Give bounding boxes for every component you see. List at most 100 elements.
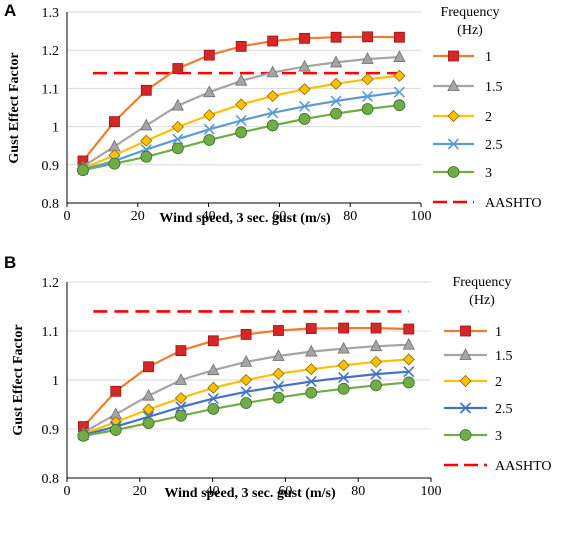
legend-swatch-marker xyxy=(460,325,471,337)
x-tick-label: 0 xyxy=(64,209,71,224)
legend-swatch-marker xyxy=(459,429,472,441)
legend-swatch-marker xyxy=(459,374,472,388)
data-point-marker xyxy=(203,123,215,135)
data-point-marker xyxy=(109,424,122,436)
data-point-marker xyxy=(140,118,153,131)
legend-item-aashto: AASHTO xyxy=(444,459,552,474)
data-point-marker xyxy=(337,341,350,354)
data-point-marker xyxy=(361,52,374,64)
data-point-marker xyxy=(235,40,247,52)
data-point-marker xyxy=(299,32,310,44)
series-2-5-hz xyxy=(77,366,415,441)
data-point-marker xyxy=(235,73,248,86)
data-point-marker xyxy=(174,373,188,385)
series-1-hz xyxy=(77,31,405,167)
legend-swatch-marker xyxy=(459,348,472,360)
legend-title-units: (Hz) xyxy=(457,23,483,38)
data-point-marker xyxy=(207,335,219,347)
data-point-marker xyxy=(330,95,342,107)
panel-label: A xyxy=(4,1,16,20)
data-point-marker xyxy=(109,116,120,128)
data-point-marker xyxy=(235,114,247,127)
y-tick-label: 1.3 xyxy=(42,6,60,21)
x-tick-label: 60 xyxy=(272,209,286,224)
y-tick-label: 1 xyxy=(52,374,59,389)
data-point-marker xyxy=(272,380,285,392)
data-point-marker xyxy=(403,323,415,335)
data-point-marker xyxy=(266,89,279,103)
x-tick-label: 60 xyxy=(278,484,292,499)
data-point-marker xyxy=(370,368,382,380)
x-tick-label: 100 xyxy=(411,209,432,224)
legend-label: 3 xyxy=(485,166,492,181)
data-point-marker xyxy=(402,376,415,389)
data-point-marker xyxy=(267,107,279,119)
data-point-marker xyxy=(305,344,318,357)
data-point-marker xyxy=(369,355,383,368)
data-point-marker xyxy=(203,109,216,122)
data-point-marker xyxy=(77,429,90,442)
data-point-marker xyxy=(337,359,350,372)
series-3-hz xyxy=(77,99,406,177)
data-point-marker xyxy=(235,126,248,139)
data-point-marker xyxy=(361,73,374,86)
data-point-marker xyxy=(305,386,318,399)
data-point-marker xyxy=(298,100,311,112)
data-point-marker xyxy=(207,381,220,394)
x-tick-label: 40 xyxy=(202,209,216,224)
y-tick-label: 0.9 xyxy=(42,159,60,174)
data-point-marker xyxy=(305,323,317,334)
x-axis-title: Wind speed, 3 sec. gust (m/s) xyxy=(164,486,336,501)
legend-item: 3 xyxy=(433,166,492,181)
data-point-marker xyxy=(393,69,406,82)
x-tick-label: 40 xyxy=(206,484,220,499)
data-point-marker xyxy=(402,337,415,350)
y-tick-label: 1.1 xyxy=(42,325,60,340)
legend-label: 3 xyxy=(495,429,502,444)
x-tick-label: 0 xyxy=(64,484,71,499)
data-point-marker xyxy=(337,382,350,395)
legend-swatch-marker xyxy=(447,79,460,91)
data-point-marker xyxy=(142,417,155,430)
legend-item: 1.5 xyxy=(433,79,503,95)
series-line xyxy=(83,381,409,437)
legend-swatch-marker xyxy=(448,50,459,62)
data-point-marker xyxy=(361,103,374,115)
legend-title: Frequency xyxy=(452,275,511,290)
data-point-marker xyxy=(140,134,153,147)
data-point-marker xyxy=(403,366,415,378)
y-tick-label: 1.1 xyxy=(42,82,60,97)
legend-title-units: (Hz) xyxy=(469,293,495,308)
legend-item: 1 xyxy=(444,325,502,340)
legend-swatch-marker xyxy=(447,109,460,123)
data-point-marker xyxy=(305,363,318,376)
legend-label: 1 xyxy=(495,325,502,340)
data-point-marker xyxy=(143,361,154,373)
data-point-marker xyxy=(171,142,184,155)
legend-item: 2.5 xyxy=(433,138,503,153)
legend-label: 1.5 xyxy=(495,349,513,364)
legend-item: 1.5 xyxy=(444,348,513,364)
data-point-marker xyxy=(266,65,279,78)
data-point-marker xyxy=(175,401,187,413)
data-point-marker xyxy=(329,55,343,68)
data-point-marker xyxy=(393,86,405,98)
data-point-marker xyxy=(361,90,374,102)
data-point-marker xyxy=(77,164,89,177)
data-point-marker xyxy=(272,367,285,380)
data-point-marker xyxy=(240,386,252,398)
data-point-marker xyxy=(142,403,155,416)
legend-swatch-marker xyxy=(459,402,472,414)
data-point-marker xyxy=(273,325,284,336)
data-point-marker xyxy=(369,339,383,352)
data-point-marker xyxy=(298,83,311,96)
legend-label: 1.5 xyxy=(485,80,503,95)
data-point-marker xyxy=(207,393,219,405)
legend-item: 3 xyxy=(444,429,502,444)
y-axis-title: Gust Effect Factor xyxy=(11,324,26,435)
y-tick-label: 1.2 xyxy=(42,44,60,59)
data-point-marker xyxy=(240,373,253,387)
data-point-marker xyxy=(203,85,216,98)
data-point-marker xyxy=(362,31,373,43)
